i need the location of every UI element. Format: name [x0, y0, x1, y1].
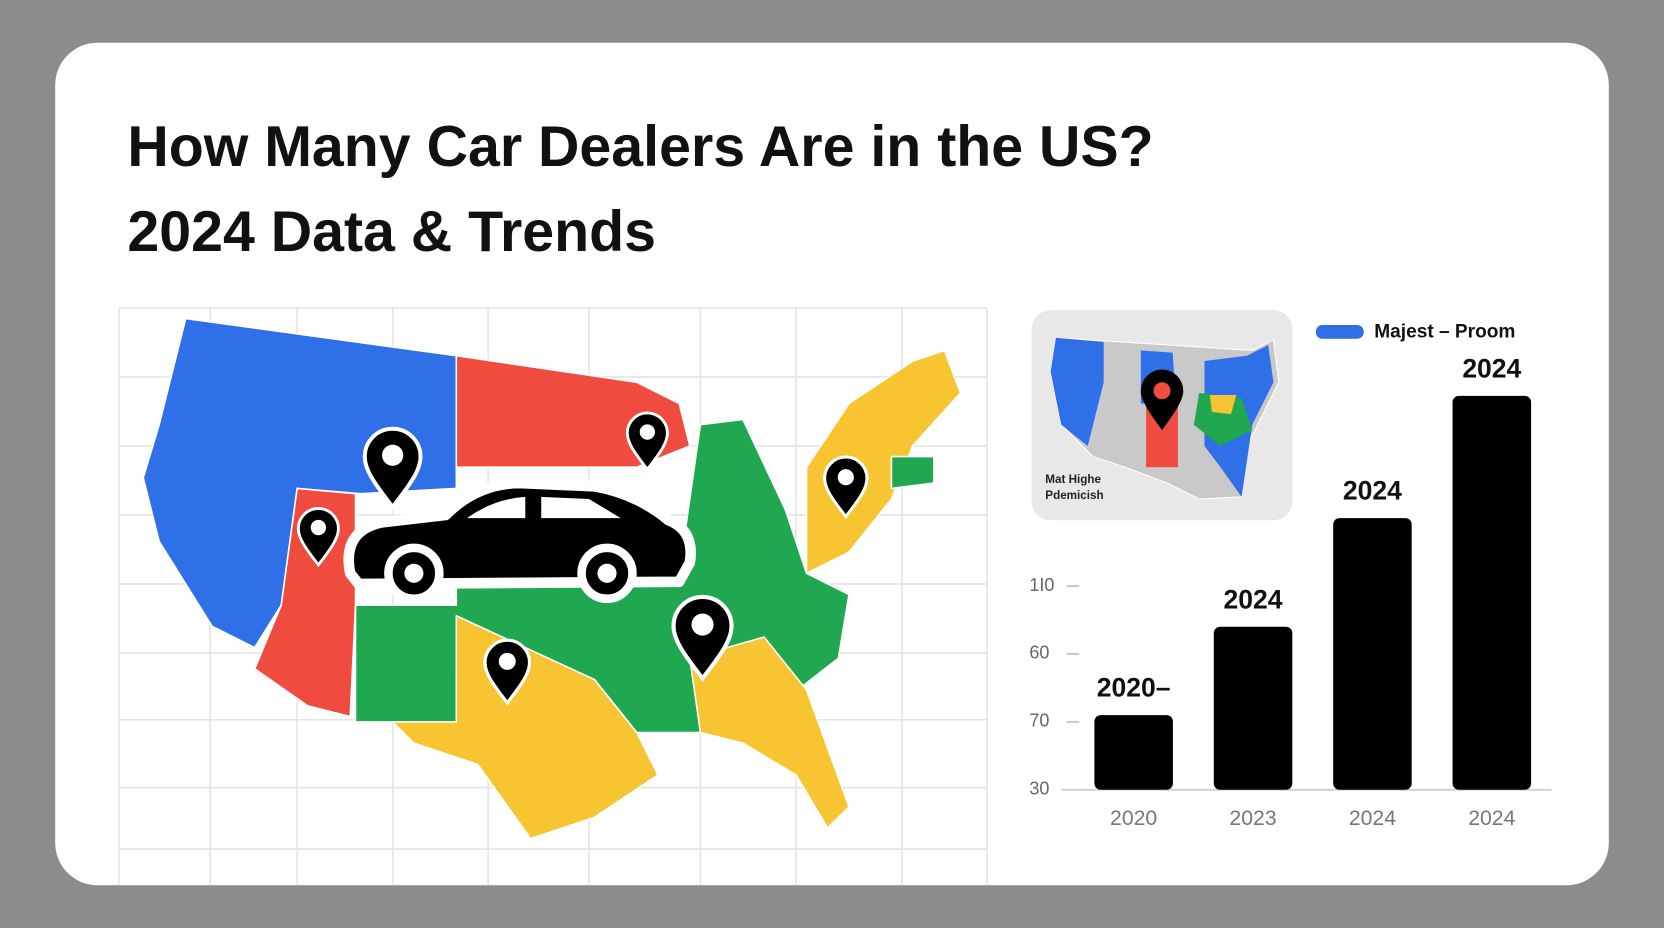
pin [296, 507, 340, 568]
inset-pin [1140, 369, 1184, 431]
inset-region [1209, 395, 1237, 415]
x-tick-label: 2023 [1229, 807, 1276, 830]
car-icon [343, 477, 696, 604]
pin-dot [691, 613, 714, 636]
us-map [118, 307, 988, 886]
inset-region [1193, 392, 1253, 446]
x-tick-label: 2024 [1349, 807, 1396, 830]
pin [823, 455, 869, 519]
pin-body [625, 411, 669, 472]
inset-label: Pdemicish [1045, 489, 1103, 502]
pin-dot [310, 519, 327, 536]
legend-swatch [1315, 324, 1364, 339]
y-tick-label: 70 [1029, 711, 1049, 731]
pin [671, 594, 734, 682]
title-line: 2024 Data & Trends [127, 200, 656, 264]
bar-label: 2024 [1343, 476, 1402, 506]
inset-region [1050, 337, 1104, 446]
bar-label: 2024 [1224, 584, 1283, 614]
bar [1333, 518, 1412, 790]
bar [1094, 715, 1173, 790]
pin-body [296, 507, 340, 568]
bar-label: 2020– [1097, 673, 1171, 703]
pin-body [823, 455, 869, 519]
x-tick-label: 2020 [1110, 807, 1157, 830]
pin-body [671, 594, 734, 682]
y-tick-label: 60 [1029, 643, 1049, 663]
pin-body [362, 426, 423, 511]
pin-dot [837, 469, 854, 486]
pin-dot [382, 444, 404, 466]
pin-dot [498, 652, 516, 670]
bar [1213, 626, 1293, 790]
title-line: How Many Car Dealers Are in the US? [127, 115, 1153, 179]
pin-dot [639, 424, 655, 440]
region-southeast [689, 636, 850, 829]
inset-pin-dot [1153, 382, 1171, 400]
x-tick-label: 2024 [1468, 807, 1515, 830]
region-texas [391, 614, 659, 840]
y-tick-label: 30 [1029, 779, 1049, 799]
pin-body [483, 638, 532, 706]
pin [362, 426, 423, 511]
inset-map: Mat Highe Pdemicish [1031, 310, 1293, 521]
region-new-england [890, 455, 935, 490]
pins [296, 411, 869, 706]
pin [625, 411, 669, 472]
bar-chart: 30 70 60 1I0 2020– 2020 2024 2023 2024 2024 2024 20… [1029, 353, 1552, 830]
inset-label: Mat Highe [1045, 473, 1101, 486]
pin [483, 638, 532, 706]
legend-label: Majest – Proom [1374, 321, 1515, 342]
inset-region [1146, 403, 1178, 468]
y-tick-label: 1I0 [1029, 575, 1054, 595]
bar-label: 2024 [1462, 353, 1521, 383]
bar [1452, 395, 1532, 790]
